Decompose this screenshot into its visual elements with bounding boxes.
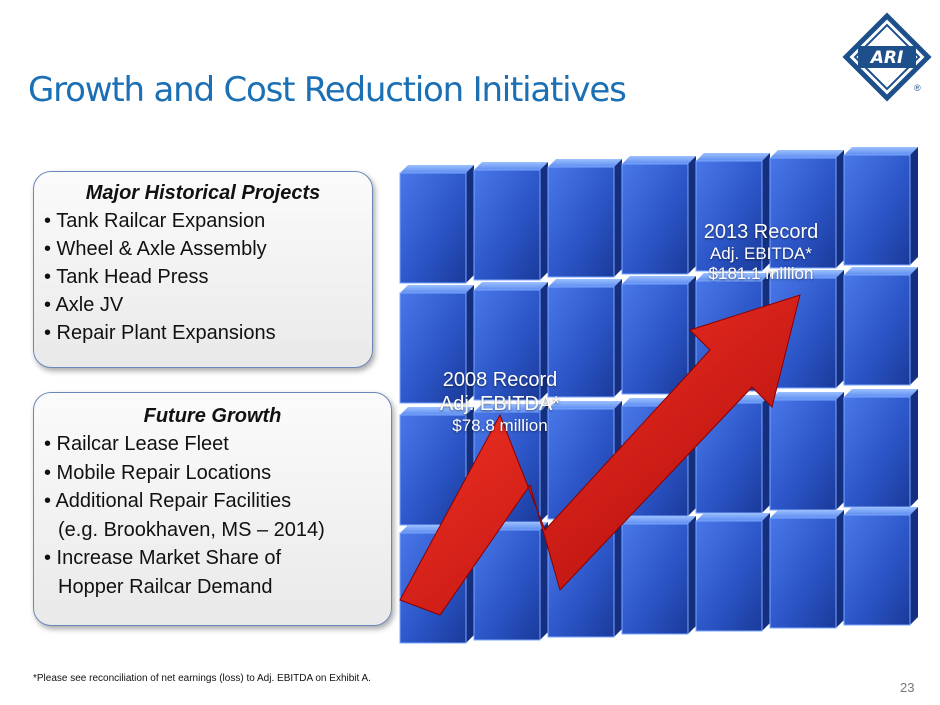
callout-2008: 2008 Record Adj. EBITDA* $78.8 million bbox=[420, 368, 580, 436]
cube-top bbox=[474, 162, 548, 170]
callout-2008-year: 2008 Record bbox=[442, 369, 558, 391]
cube-top bbox=[696, 153, 770, 161]
list-item: • Axle JV bbox=[44, 294, 124, 316]
cube-top bbox=[844, 507, 918, 515]
list-item: • Tank Railcar Expansion bbox=[44, 210, 266, 232]
list-item: (e.g. Brookhaven, MS – 2014) bbox=[58, 518, 325, 541]
cube-top bbox=[844, 389, 918, 397]
cube-block bbox=[843, 396, 911, 508]
callout-2008-label: Adj. EBITDA* bbox=[439, 393, 561, 415]
cube-top bbox=[622, 276, 696, 284]
cube-side bbox=[910, 507, 918, 625]
callout-2013: 2013 Record Adj. EBITDA* $181.1 million bbox=[680, 220, 842, 285]
cube-top bbox=[696, 513, 770, 521]
cube-top bbox=[400, 285, 474, 293]
cube-side bbox=[688, 276, 696, 394]
list-item: Hopper Railcar Demand bbox=[58, 575, 273, 598]
cube-block bbox=[547, 166, 615, 278]
cube-side bbox=[688, 156, 696, 274]
cube-side bbox=[836, 270, 844, 388]
cube-side bbox=[836, 150, 844, 268]
cube-top bbox=[474, 282, 548, 290]
cube-block bbox=[473, 169, 541, 281]
cube-side bbox=[466, 165, 474, 283]
cube-side bbox=[466, 285, 474, 403]
cube-side bbox=[614, 159, 622, 277]
ari-logo: ARI bbox=[842, 12, 932, 102]
slide-title: Growth and Cost Reduction Initiatives bbox=[28, 70, 627, 110]
cube-block bbox=[621, 523, 689, 635]
cube-top bbox=[622, 156, 696, 164]
cube-side bbox=[540, 162, 548, 280]
cube-block bbox=[473, 289, 541, 401]
historical-projects-heading: Major Historical Projects bbox=[85, 182, 321, 204]
future-growth-panel: Future Growth • Railcar Lease Fleet • Mo… bbox=[33, 392, 392, 626]
cube-top bbox=[548, 159, 622, 167]
cube-top bbox=[622, 516, 696, 524]
cube-block bbox=[769, 399, 837, 511]
page-number: 23 bbox=[900, 680, 915, 695]
cube-block bbox=[695, 520, 763, 632]
list-item: • Repair Plant Expansions bbox=[44, 322, 276, 344]
cube-top bbox=[770, 510, 844, 518]
callout-2013-label: Adj. EBITDA* bbox=[709, 244, 813, 263]
list-item: • Mobile Repair Locations bbox=[44, 461, 272, 484]
cube-top bbox=[474, 404, 548, 412]
cube-block bbox=[621, 163, 689, 275]
footnote: *Please see reconciliation of net earnin… bbox=[33, 673, 371, 684]
cube-side bbox=[762, 153, 770, 271]
cube-side bbox=[910, 147, 918, 265]
cube-block bbox=[621, 283, 689, 395]
cube-top bbox=[770, 150, 844, 158]
cube-block bbox=[399, 292, 467, 404]
cube-block bbox=[843, 274, 911, 386]
cube-top bbox=[400, 407, 474, 415]
cube-side bbox=[910, 389, 918, 507]
cube-side bbox=[836, 510, 844, 628]
list-item: • Increase Market Share of bbox=[44, 547, 282, 569]
historical-projects-panel: Major Historical Projects • Tank Railcar… bbox=[33, 171, 373, 368]
cube-side bbox=[540, 404, 548, 522]
cube-block bbox=[843, 154, 911, 266]
cube-side bbox=[540, 522, 548, 640]
logo-text: ARI bbox=[869, 48, 904, 68]
cube-top bbox=[548, 279, 622, 287]
growth-arrow bbox=[399, 294, 801, 616]
list-item: • Wheel & Axle Assembly bbox=[44, 238, 267, 260]
cube-side bbox=[762, 395, 770, 513]
future-growth-list: • Railcar Lease Fleet • Mobile Repair Lo… bbox=[44, 430, 391, 601]
historical-projects-list: • Tank Railcar Expansion • Wheel & Axle … bbox=[44, 207, 372, 347]
cube-top bbox=[844, 267, 918, 275]
cube-side bbox=[762, 513, 770, 631]
cube-block bbox=[843, 514, 911, 626]
cube-block bbox=[769, 517, 837, 629]
callout-2008-value: $78.8 million bbox=[452, 416, 548, 435]
cube-side bbox=[614, 519, 622, 637]
cube-block bbox=[399, 172, 467, 284]
callout-2013-value: $181.1 million bbox=[708, 264, 814, 284]
cube-side bbox=[540, 282, 548, 400]
cube-block bbox=[547, 286, 615, 398]
future-growth-heading: Future Growth bbox=[143, 405, 282, 427]
list-item: • Railcar Lease Fleet bbox=[44, 433, 229, 455]
cube-block bbox=[695, 160, 763, 272]
callout-2013-year: 2013 Record bbox=[703, 221, 819, 243]
cube-side bbox=[614, 279, 622, 397]
list-item: • Tank Head Press bbox=[44, 266, 209, 288]
registered-mark: ® bbox=[914, 83, 921, 93]
cube-side bbox=[910, 267, 918, 385]
cube-top bbox=[844, 147, 918, 155]
cube-top bbox=[770, 392, 844, 400]
list-item: • Additional Repair Facilities bbox=[44, 490, 292, 512]
cube-side bbox=[688, 516, 696, 634]
cube-top bbox=[548, 401, 622, 409]
cube-top bbox=[400, 165, 474, 173]
cube-top bbox=[770, 270, 844, 278]
cube-top bbox=[696, 273, 770, 281]
cube-block bbox=[769, 157, 837, 269]
cube-side bbox=[836, 392, 844, 510]
